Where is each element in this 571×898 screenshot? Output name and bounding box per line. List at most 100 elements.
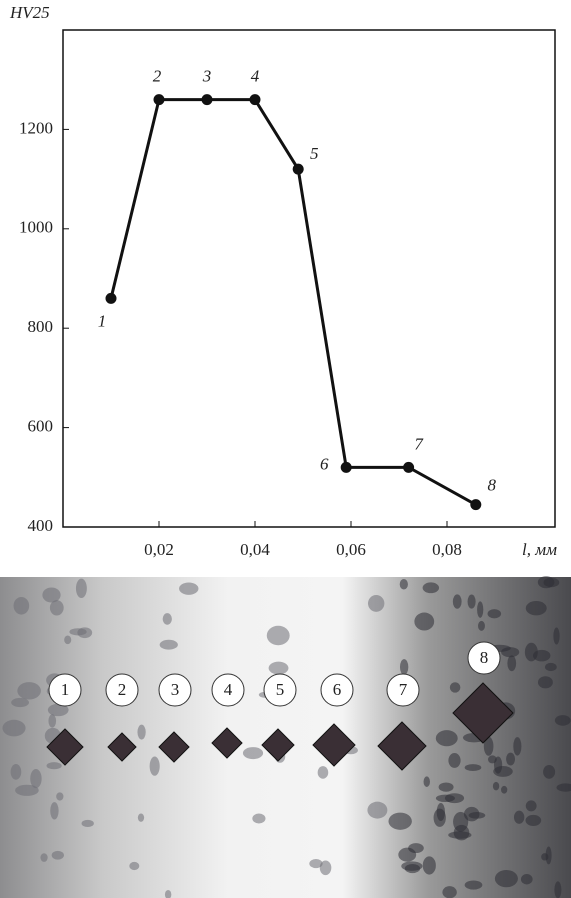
grain xyxy=(444,793,465,804)
indent xyxy=(158,731,190,763)
point-label: 6 xyxy=(320,454,329,473)
x-tick-label: 0,08 xyxy=(432,540,462,559)
grain xyxy=(414,612,435,631)
y-tick-label: 1000 xyxy=(19,218,53,237)
x-axis-label: l, мм xyxy=(522,540,557,559)
point xyxy=(153,94,165,106)
grain xyxy=(317,766,329,779)
grain xyxy=(49,600,64,616)
grain xyxy=(553,627,560,645)
grain xyxy=(423,776,430,787)
grain xyxy=(47,703,69,717)
marker-label: 3 xyxy=(171,680,180,699)
indent xyxy=(312,723,356,767)
grain xyxy=(501,785,508,794)
point xyxy=(340,461,352,473)
grain xyxy=(398,847,417,862)
grain xyxy=(494,869,518,888)
micrograph: 1 2 3 4 5 6 7 8 xyxy=(0,576,571,898)
grain xyxy=(554,715,571,726)
point xyxy=(292,163,304,175)
line xyxy=(109,98,477,506)
grain xyxy=(487,609,502,619)
marker-label: 4 xyxy=(224,680,233,699)
grain xyxy=(48,714,57,728)
grain xyxy=(75,578,87,599)
grain xyxy=(513,737,522,756)
grain xyxy=(50,802,59,820)
indent xyxy=(107,732,137,762)
grain xyxy=(149,756,160,776)
grain xyxy=(448,753,461,768)
grain xyxy=(513,810,525,824)
grain xyxy=(81,819,94,828)
grain xyxy=(533,649,551,662)
grain xyxy=(164,889,172,898)
grain xyxy=(438,782,454,792)
grain xyxy=(525,800,537,812)
grain xyxy=(556,783,571,792)
x-tick-label: 0,06 xyxy=(336,540,366,559)
grain xyxy=(545,846,552,865)
marker-label: 8 xyxy=(480,648,489,667)
point xyxy=(201,94,213,106)
grain xyxy=(367,595,385,612)
grain xyxy=(399,659,409,676)
grain xyxy=(2,719,26,737)
marker-circle xyxy=(320,673,354,707)
grain xyxy=(541,853,549,861)
grain xyxy=(46,762,62,770)
grain xyxy=(30,768,42,789)
grain xyxy=(319,860,332,876)
point-label: 7 xyxy=(414,434,424,453)
grain xyxy=(422,856,436,875)
grain xyxy=(399,578,408,590)
indent xyxy=(211,727,243,759)
indent xyxy=(46,728,84,766)
marker-circle xyxy=(211,673,245,707)
grain xyxy=(525,814,542,826)
point-label: 4 xyxy=(251,66,260,85)
point-label: 5 xyxy=(310,144,319,163)
grain xyxy=(554,881,562,898)
grain xyxy=(449,682,461,693)
grain xyxy=(435,730,458,747)
grain xyxy=(129,861,140,871)
marker-circle xyxy=(105,673,139,707)
grain xyxy=(493,765,513,777)
marker-label: 7 xyxy=(399,680,408,699)
grain xyxy=(159,639,178,650)
point xyxy=(470,499,482,511)
marker-circle xyxy=(158,673,192,707)
grain xyxy=(543,577,560,588)
plot-frame xyxy=(62,29,556,528)
marker-label: 1 xyxy=(61,680,70,699)
grain xyxy=(492,781,500,791)
grain xyxy=(433,808,446,827)
point-label: 8 xyxy=(488,476,497,495)
grain xyxy=(520,874,533,885)
grain xyxy=(478,620,485,631)
grain xyxy=(162,613,172,625)
grain xyxy=(17,682,41,700)
grain xyxy=(252,813,266,824)
y-axis-label: HV25 xyxy=(9,3,50,22)
grain xyxy=(51,850,64,860)
grain xyxy=(10,764,22,780)
x-tick-label: 0,02 xyxy=(144,540,174,559)
grain xyxy=(137,724,146,740)
grain xyxy=(56,792,64,801)
indent xyxy=(377,721,427,771)
marker-label: 6 xyxy=(333,680,342,699)
grain xyxy=(507,655,517,672)
indent xyxy=(261,728,295,762)
grain xyxy=(537,676,553,689)
grain xyxy=(464,764,482,772)
grain xyxy=(77,627,93,639)
grain xyxy=(309,859,323,869)
y-tick-label: 400 xyxy=(28,516,54,535)
grain xyxy=(468,812,486,819)
marker-circle xyxy=(386,673,420,707)
grain xyxy=(422,582,440,594)
